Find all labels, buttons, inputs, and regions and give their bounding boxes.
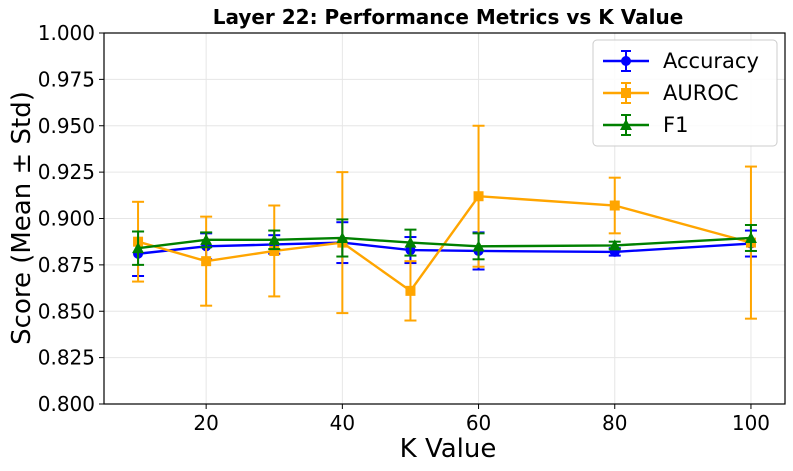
y-tick-label: 0.925 [38,160,95,184]
f1-point [268,233,281,245]
auroc-point [201,256,212,267]
series-accuracy [132,221,757,278]
y-tick-label: 0.875 [38,253,95,277]
x-axis-label: K Value [400,434,497,464]
y-tick-label: 1.000 [38,21,95,45]
y-axis-label: Score (Mean ± Std) [7,91,37,345]
chart-title: Layer 22: Performance Metrics vs K Value [213,5,684,29]
y-tick-label: 0.800 [38,392,95,416]
legend-marker-auroc [621,88,631,98]
f1-point [200,233,213,245]
legend-label-accuracy: Accuracy [663,49,759,73]
legend-item-accuracy: Accuracy [603,49,759,73]
auroc-line [137,194,752,293]
series-f1 [132,218,757,266]
y-tick-label: 0.975 [38,67,95,91]
legend-marker-f1 [620,119,632,130]
x-tick-label: 80 [602,411,627,435]
x-tick-label: 100 [732,411,770,435]
x-tick-label: 40 [330,411,355,435]
y-tick-label: 0.950 [38,114,95,138]
plot-frame [103,32,786,405]
f1-point [404,236,417,248]
series-layer [132,124,757,322]
legend-item-auroc: AUROC [603,81,739,105]
accuracy-line [137,241,752,255]
legend-label-f1: F1 [663,113,688,137]
f1-point [472,240,485,252]
x-tick-label: 60 [466,411,491,435]
y-axis-ticks: 0.800 0.825 0.850 0.875 0.900 0.925 0.950 0.975… [38,21,104,416]
f1-point [132,242,145,254]
x-axis-ticks: 20 40 60 80 100 [193,404,770,435]
legend: Accuracy AUROC F1 [592,39,778,147]
legend-box [592,39,778,147]
legend-marker-accuracy [621,56,631,66]
x-tick-label: 20 [193,411,218,435]
y-tick-label: 0.900 [38,207,95,231]
auroc-point [609,200,620,211]
y-tick-label: 0.850 [38,299,95,323]
f1-point [608,239,621,251]
series-auroc [132,124,757,322]
f1-line [137,236,752,250]
f1-point [744,231,757,243]
legend-label-auroc: AUROC [663,81,739,105]
legend-item-f1: F1 [603,113,688,137]
f1-point [336,231,349,243]
auroc-point [473,191,484,202]
y-tick-label: 0.825 [38,346,95,370]
auroc-point [269,245,280,256]
auroc-point [405,285,416,296]
